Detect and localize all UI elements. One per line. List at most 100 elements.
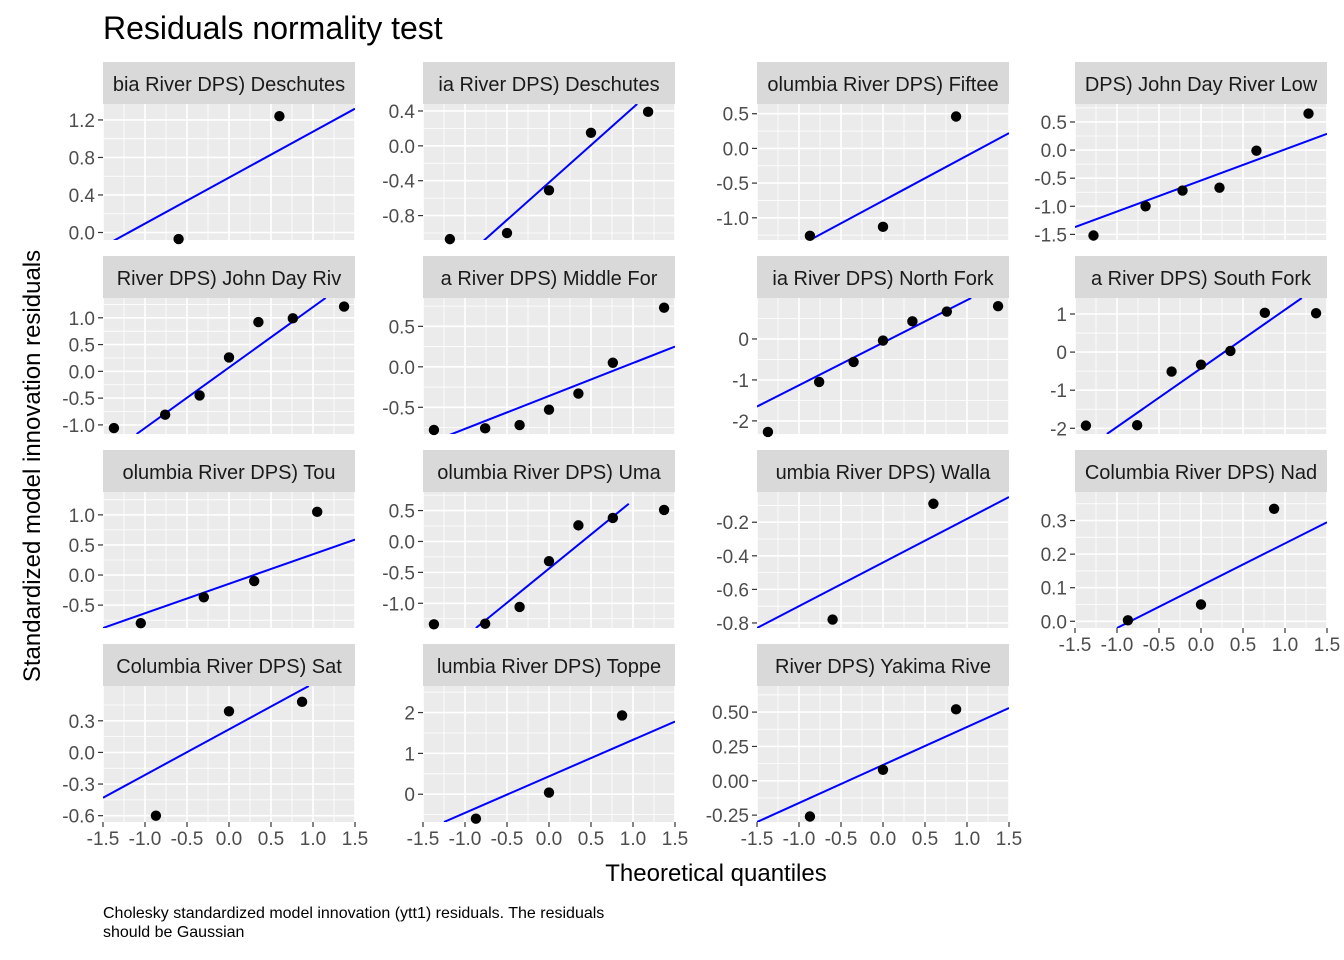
data-point (173, 233, 184, 245)
data-point (1310, 308, 1322, 319)
data-point (928, 498, 939, 509)
data-point (338, 301, 350, 312)
y-tick-label: 0 (1056, 343, 1067, 364)
data-point (607, 512, 619, 524)
y-tick-label: 0.5 (69, 536, 95, 557)
x-tick-label: -0.5 (1143, 635, 1176, 656)
data-point (253, 316, 264, 328)
panel-grid (757, 492, 1009, 628)
y-tick-label: 1.0 (69, 506, 95, 527)
x-tick-label: 0.5 (912, 829, 938, 850)
facet-strip (757, 450, 1009, 492)
facet-strip (423, 62, 675, 104)
x-tick-label: -1.5 (87, 829, 120, 850)
facet-strip (423, 256, 675, 298)
y-tick-label: 0.0 (69, 743, 95, 764)
data-point (501, 227, 513, 239)
qq-reference-line (443, 720, 675, 822)
data-point (428, 424, 440, 436)
panel-grid (103, 104, 355, 240)
y-tick-label: 1 (1056, 305, 1067, 326)
y-tick-label: 0 (404, 785, 415, 806)
data-point (762, 426, 774, 438)
chart-caption: Cholesky standardized model innovation (… (103, 905, 605, 941)
facet-strip (423, 450, 675, 492)
qq-reference-line (103, 686, 310, 799)
data-point (573, 388, 584, 399)
y-tick-label: 1.2 (69, 111, 95, 132)
facet-strip (1075, 450, 1327, 492)
qq-reference-line (112, 107, 355, 240)
facet-panel: River DPS) John Day Riv -1.0 -0.5 0.0 0.5 1.0 (62, 256, 355, 437)
chart-title: Residuals normality test (103, 10, 443, 46)
x-tick-label: -1.5 (741, 829, 774, 850)
facet-strip (1075, 256, 1327, 298)
data-point (1214, 182, 1225, 193)
facet-panel: River DPS) Yakima Rive -0.25 0.00 0.25 0.50 -… (706, 644, 1022, 850)
data-point (813, 376, 825, 388)
y-tick-label: -0.5 (716, 174, 749, 195)
x-tick-label: 1.0 (300, 829, 326, 850)
data-point (877, 764, 889, 775)
y-tick-label: 0.0 (1041, 141, 1067, 162)
data-point (479, 618, 491, 629)
x-tick-label: 1.0 (954, 829, 980, 850)
data-point (827, 614, 838, 625)
facet-panel: bia River DPS) Deschutes 0.0 0.4 0.8 1.2 (69, 62, 355, 245)
qq-reference-line (757, 496, 1009, 628)
data-point (1259, 307, 1271, 319)
panel-grid (103, 686, 355, 822)
facet-strip-label: Columbia River DPS) Sat (116, 656, 342, 678)
data-point (223, 706, 235, 717)
qq-reference-line (757, 298, 972, 408)
x-tick-label: 1.5 (996, 829, 1022, 850)
facet-panel: olumbia River DPS) Fiftee -1.0 -0.5 0.0 0.5 (716, 62, 1009, 242)
data-point (1177, 185, 1188, 196)
y-tick-label: -0.8 (716, 614, 749, 635)
data-point (804, 811, 816, 822)
facet-strip-label: olumbia River DPS) Fiftee (767, 74, 998, 96)
facet-panel: olumbia River DPS) Uma -1.0 -0.5 0.0 0.5 (382, 450, 675, 630)
data-point (1225, 345, 1236, 357)
x-axis-label: Theoretical quantiles (605, 860, 827, 887)
data-point (1080, 420, 1092, 431)
data-point (108, 422, 120, 434)
data-point (1140, 201, 1151, 212)
facet-panel: DPS) John Day River Low -1.5 -1.0 -0.5 0.0 0.… (1034, 62, 1327, 246)
facet-strip (103, 450, 355, 492)
data-point (428, 619, 440, 630)
y-tick-label: 0.0 (723, 139, 749, 160)
facet-strip (103, 62, 355, 104)
data-point (150, 810, 162, 821)
qq-reference-line (449, 345, 675, 434)
facet-panel: lumbia River DPS) Toppe 0 1 2 -1.5 -1.0 -0.5 0.… (404, 644, 688, 850)
x-tick-label: 0.0 (216, 829, 242, 850)
y-tick-label: 0.0 (69, 362, 95, 383)
data-point (1251, 145, 1262, 156)
y-tick-label: 0.5 (723, 105, 749, 126)
facet-strip (757, 256, 1009, 298)
y-tick-label: -0.5 (382, 563, 415, 584)
data-point (1195, 359, 1207, 370)
qq-reference-line (1075, 132, 1327, 229)
x-tick-label: 1.5 (1314, 635, 1340, 656)
y-tick-label: 0.4 (69, 186, 96, 207)
x-tick-label: -1.5 (407, 829, 440, 850)
y-tick-label: -0.8 (382, 207, 415, 228)
data-point (514, 419, 525, 431)
y-tick-label: 0.5 (69, 336, 95, 357)
y-tick-label: -1.0 (1034, 197, 1067, 218)
data-point (804, 230, 816, 242)
facet-strip-label: ia River DPS) North Fork (772, 268, 994, 290)
facet-strip (423, 644, 675, 686)
y-tick-label: 0 (738, 330, 749, 351)
qq-reference-line (103, 538, 355, 628)
facet-panel: Columbia River DPS) Sat -0.6 -0.3 0.0 0.3 -1.… (62, 644, 368, 850)
data-point (223, 352, 235, 363)
x-tick-label: -0.5 (491, 829, 524, 850)
data-point (514, 601, 525, 613)
qq-reference-line (809, 132, 1009, 240)
panel-grid (1075, 104, 1327, 240)
y-tick-label: -0.5 (62, 596, 95, 617)
x-tick-label: -1.5 (1059, 635, 1092, 656)
